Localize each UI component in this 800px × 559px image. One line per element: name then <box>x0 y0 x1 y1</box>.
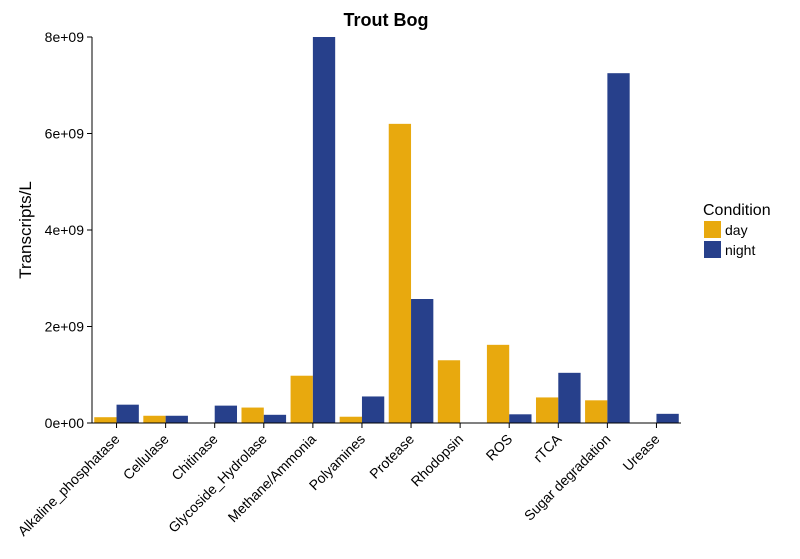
bar-night-9 <box>558 372 581 423</box>
bar-day-0 <box>94 417 117 423</box>
x-tick-label: Cellulase <box>120 431 172 483</box>
x-tick-label: Alkaline_phosphatase <box>14 431 122 539</box>
bar-night-2 <box>214 405 238 423</box>
legend-items: day night <box>704 221 755 258</box>
x-tick-label: Rhodopsin <box>408 431 467 490</box>
legend-title: Condition <box>703 202 771 219</box>
y-tick-label: 2e+09 <box>45 319 85 335</box>
x-tick-label: rTCA <box>530 430 565 465</box>
bar-night-11 <box>656 413 679 423</box>
bar-day-4 <box>290 375 313 423</box>
bar-night-1 <box>165 415 188 423</box>
bar-night-4 <box>312 37 336 423</box>
x-tick-label: Protease <box>366 431 417 482</box>
bar-day-3 <box>241 407 264 423</box>
x-axis: Alkaline_phosphataseCellulaseChitinaseGl… <box>14 422 681 539</box>
bar-night-5 <box>361 396 385 423</box>
bar-day-10 <box>585 400 608 423</box>
bar-night-3 <box>263 414 287 423</box>
bar-day-6 <box>388 123 412 423</box>
legend-label-night: night <box>725 242 755 258</box>
bar-day-7 <box>437 360 461 423</box>
bars-group <box>94 37 679 423</box>
legend-swatch-day <box>704 221 721 238</box>
y-tick-label: 6e+09 <box>45 126 85 142</box>
legend: Condition day night <box>703 202 771 258</box>
chart-title: Trout Bog <box>344 10 429 30</box>
x-tick-label: Sugar degradation <box>521 431 614 524</box>
y-axis-title: Transcripts/L <box>16 181 35 279</box>
x-tick-label: Methane/Ammonia <box>225 431 320 526</box>
y-tick-label: 4e+09 <box>45 222 85 238</box>
legend-swatch-night <box>704 241 721 258</box>
bar-day-9 <box>535 397 559 423</box>
bar-night-10 <box>607 73 630 423</box>
legend-label-day: day <box>725 222 748 238</box>
bar-night-0 <box>116 404 139 423</box>
x-tick-label: ROS <box>483 431 516 464</box>
bar-night-6 <box>411 299 434 423</box>
bar-day-8 <box>486 344 510 423</box>
y-axis: 0e+00 2e+09 4e+09 6e+09 8e+09 <box>45 29 93 431</box>
bar-day-1 <box>143 415 166 423</box>
y-tick-label: 0e+00 <box>45 415 85 431</box>
bar-night-8 <box>509 414 532 423</box>
y-tick-label: 8e+09 <box>45 29 85 45</box>
x-tick-label: Urease <box>619 431 662 474</box>
bar-day-5 <box>339 416 362 423</box>
